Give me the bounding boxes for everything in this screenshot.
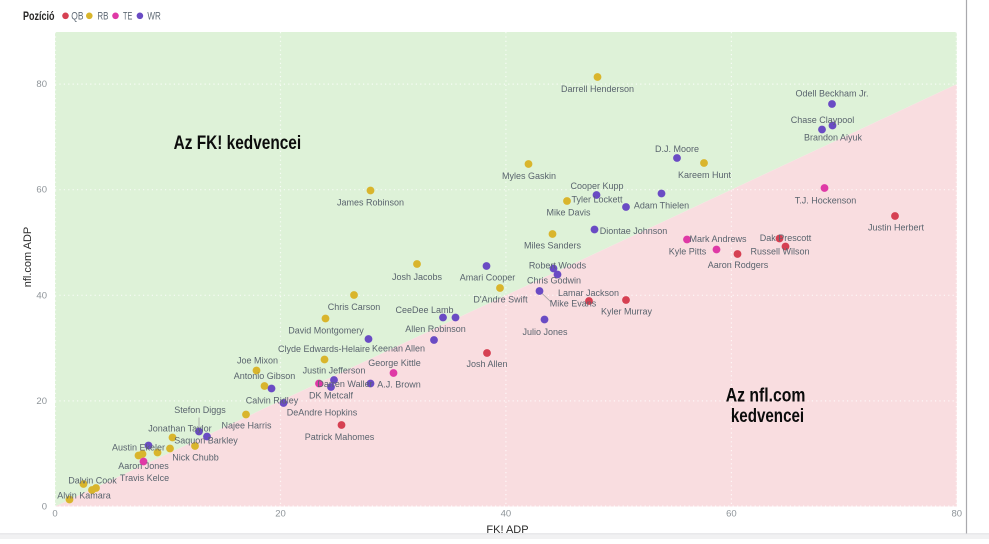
svg-text:George Kittle: George Kittle (368, 358, 421, 368)
svg-text:Miles Sanders: Miles Sanders (524, 241, 582, 251)
svg-text:Alvin Kamara: Alvin Kamara (57, 491, 111, 501)
svg-text:CeeDee Lamb: CeeDee Lamb (395, 305, 453, 315)
svg-text:80: 80 (952, 509, 963, 520)
svg-text:Darren Waller: Darren Waller (317, 379, 372, 389)
svg-text:Saquon Barkley: Saquon Barkley (174, 436, 238, 446)
svg-text:Adam Thielen: Adam Thielen (634, 201, 689, 211)
svg-text:Julio Jones: Julio Jones (522, 327, 568, 337)
svg-text:Josh Jacobs: Josh Jacobs (392, 272, 443, 282)
svg-text:Dak Prescott: Dak Prescott (760, 233, 812, 243)
svg-text:60: 60 (36, 185, 47, 196)
svg-text:Allen Robinson: Allen Robinson (405, 324, 466, 334)
svg-text:80: 80 (36, 79, 47, 90)
svg-text:D.J. Moore: D.J. Moore (655, 144, 699, 154)
svg-text:40: 40 (36, 290, 47, 301)
svg-text:WR: WR (147, 10, 161, 22)
svg-text:Myles Gaskin: Myles Gaskin (502, 171, 556, 181)
svg-text:0: 0 (42, 502, 47, 513)
svg-text:Pozíció: Pozíció (23, 11, 55, 23)
svg-text:Robert Woods: Robert Woods (529, 261, 587, 271)
svg-text:0: 0 (52, 509, 57, 520)
svg-text:20: 20 (36, 396, 47, 407)
svg-text:T.J. Hockenson: T.J. Hockenson (795, 196, 857, 206)
svg-text:20: 20 (275, 509, 286, 520)
svg-text:Az nfl.com: Az nfl.com (726, 386, 806, 407)
svg-text:Darrell Henderson: Darrell Henderson (561, 84, 634, 94)
svg-text:Mike Davis: Mike Davis (546, 208, 591, 218)
svg-text:Clyde Edwards-Helaire: Clyde Edwards-Helaire (278, 344, 370, 354)
svg-text:Odell Beckham Jr.: Odell Beckham Jr. (795, 89, 868, 99)
svg-text:David Montgomery: David Montgomery (288, 326, 364, 336)
svg-text:Aaron Jones: Aaron Jones (118, 461, 169, 471)
svg-text:Keenan Allen: Keenan Allen (372, 344, 425, 354)
svg-text:Diontae Johnson: Diontae Johnson (600, 226, 668, 236)
svg-text:Calvin Ridley: Calvin Ridley (246, 396, 299, 406)
svg-text:Stefon Diggs: Stefon Diggs (174, 405, 226, 415)
svg-text:40: 40 (501, 509, 512, 520)
svg-text:Chris Godwin: Chris Godwin (527, 276, 581, 286)
svg-text:Jonathan Taylor: Jonathan Taylor (148, 424, 211, 434)
svg-text:FK! ADP: FK! ADP (486, 524, 528, 536)
svg-text:Joe Mixon: Joe Mixon (237, 356, 278, 366)
svg-text:Kyle Pitts: Kyle Pitts (669, 247, 707, 257)
svg-text:Chris Carson: Chris Carson (328, 302, 381, 312)
svg-text:Justin Herbert: Justin Herbert (868, 223, 925, 233)
svg-text:Amari Cooper: Amari Cooper (460, 273, 516, 283)
svg-text:James Robinson: James Robinson (337, 198, 404, 208)
svg-text:Kareem Hunt: Kareem Hunt (678, 170, 732, 180)
svg-text:DK Metcalf: DK Metcalf (309, 391, 354, 401)
svg-text:Tyler Lockett: Tyler Lockett (571, 195, 623, 205)
svg-text:RB: RB (97, 10, 108, 22)
svg-text:D'Andre Swift: D'Andre Swift (473, 295, 528, 305)
svg-text:Brandon Aiyuk: Brandon Aiyuk (804, 133, 863, 143)
svg-text:Cooper Kupp: Cooper Kupp (570, 181, 623, 191)
svg-text:Najee Harris: Najee Harris (221, 421, 272, 431)
svg-text:Mark Andrews: Mark Andrews (689, 234, 747, 244)
svg-text:Chase Claypool: Chase Claypool (791, 115, 855, 125)
svg-text:kedvencei: kedvencei (731, 406, 804, 427)
svg-text:Justin Jefferson: Justin Jefferson (303, 366, 366, 376)
svg-text:Mike Evans: Mike Evans (550, 299, 597, 309)
svg-text:60: 60 (726, 509, 737, 520)
svg-text:Nick Chubb: Nick Chubb (172, 453, 219, 463)
svg-text:Patrick Mahomes: Patrick Mahomes (305, 432, 375, 442)
svg-text:nfl.com ADP: nfl.com ADP (22, 227, 34, 288)
svg-text:Russell Wilson: Russell Wilson (750, 247, 809, 257)
svg-text:Kyler Murray: Kyler Murray (601, 307, 653, 317)
svg-text:Antonio Gibson: Antonio Gibson (234, 371, 296, 381)
svg-text:Aaron Rodgers: Aaron Rodgers (708, 260, 769, 270)
svg-text:DeAndre Hopkins: DeAndre Hopkins (287, 408, 358, 418)
svg-text:Austin Ekeler: Austin Ekeler (112, 443, 165, 453)
svg-text:Lamar Jackson: Lamar Jackson (558, 288, 619, 298)
svg-text:QB: QB (71, 10, 83, 22)
svg-text:Josh Allen: Josh Allen (466, 359, 507, 369)
svg-text:Az FK! kedvencei: Az FK! kedvencei (174, 133, 302, 154)
svg-text:Travis Kelce: Travis Kelce (120, 473, 169, 483)
svg-text:A.J. Brown: A.J. Brown (377, 380, 421, 390)
svg-text:Dalvin Cook: Dalvin Cook (68, 476, 117, 486)
svg-text:TE: TE (123, 10, 132, 22)
